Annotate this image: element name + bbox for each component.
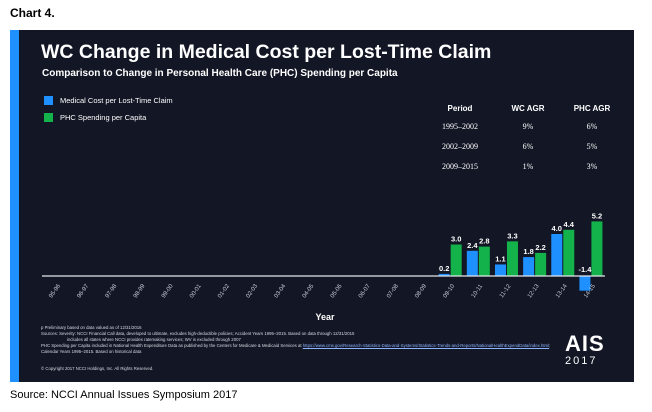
x-tick-label: 13-14 bbox=[555, 283, 569, 300]
legend-swatch-medical-cost bbox=[44, 95, 53, 105]
data-label: -1.4 bbox=[578, 265, 592, 274]
x-tick-label: 09-10 bbox=[442, 283, 456, 300]
data-label: 2.4 bbox=[467, 241, 478, 250]
agr-cell-phc: 6% bbox=[586, 121, 598, 131]
ais-logo-year: 2017 bbox=[565, 355, 598, 367]
x-axis-title: Year bbox=[315, 312, 335, 322]
ais-logo: AIS 2017 bbox=[565, 333, 605, 368]
bar bbox=[523, 257, 535, 276]
chart-slide: WC Change in Medical Cost per Lost-Time … bbox=[10, 30, 634, 382]
legend-item-medical-cost: Medical Cost per Lost-Time Claim bbox=[44, 93, 173, 107]
x-tick-label: 00-01 bbox=[189, 283, 203, 300]
agr-cell-phc: 5% bbox=[586, 141, 598, 151]
data-label: 0.2 bbox=[439, 264, 449, 273]
table-row: 1995–2002 9% 6% bbox=[424, 116, 624, 136]
footnote-sources: Sources: Severity: NCCI Financial Call d… bbox=[41, 331, 355, 336]
x-tick-label: 01-02 bbox=[217, 283, 231, 300]
x-tick-label: 98-99 bbox=[133, 283, 147, 300]
data-label: 3.3 bbox=[507, 231, 517, 240]
legend-swatch-phc-spending bbox=[44, 112, 53, 122]
x-tick-label: 03-04 bbox=[274, 283, 288, 300]
agr-table-header-row: Period WC AGR PHC AGR bbox=[424, 100, 624, 116]
agr-cell-wc: 9% bbox=[522, 121, 534, 131]
x-tick-label: 11-12 bbox=[499, 283, 513, 299]
legend-label-phc-spending: PHC Spending per Capita bbox=[60, 112, 147, 122]
x-tick-label: 02-03 bbox=[245, 283, 259, 300]
data-label: 4.0 bbox=[552, 224, 562, 233]
agr-cell-period: 2009–2015 bbox=[442, 161, 478, 171]
bar bbox=[494, 264, 506, 276]
slide-accent-bar bbox=[10, 30, 19, 382]
bar bbox=[506, 241, 518, 276]
agr-header-period: Period bbox=[447, 103, 473, 113]
data-label: 2.2 bbox=[535, 243, 545, 252]
bar bbox=[551, 234, 563, 276]
agr-header-phc: PHC AGR bbox=[573, 103, 611, 113]
x-tick-label: 08-09 bbox=[414, 283, 428, 300]
slide-title: WC Change in Medical Cost per Lost-Time … bbox=[41, 41, 492, 63]
ais-logo-name: AIS bbox=[565, 331, 605, 356]
bar bbox=[579, 276, 591, 291]
x-tick-label: 04-05 bbox=[302, 283, 316, 300]
x-tick-label: 95-96 bbox=[48, 283, 62, 300]
agr-cell-phc: 3% bbox=[586, 161, 598, 171]
data-label: 2.8 bbox=[479, 237, 489, 246]
agr-cell-period: 2002–2009 bbox=[442, 141, 478, 151]
bar bbox=[438, 273, 450, 276]
x-tick-label: 05-06 bbox=[330, 283, 344, 300]
x-tick-label: 96-97 bbox=[77, 283, 91, 300]
footnote-phc-years: ; Calendar Years 1995–2015. Based on his… bbox=[41, 343, 551, 354]
slide-subtitle: Comparison to Change in Personal Health … bbox=[42, 68, 398, 79]
bar bbox=[450, 244, 462, 276]
copyright-notice: © Copyright 2017 NCCI Holdings, Inc. All… bbox=[41, 366, 154, 371]
chart-footnotes: p Preliminary based on data valued as of… bbox=[41, 325, 551, 355]
x-tick-label: 07-08 bbox=[386, 283, 400, 300]
bar bbox=[478, 246, 490, 276]
x-tick-label: 10-11 bbox=[471, 283, 485, 299]
bar bbox=[563, 229, 575, 276]
bar bbox=[591, 221, 603, 276]
x-tick-label: 06-07 bbox=[358, 283, 372, 300]
data-label: 3.0 bbox=[451, 235, 461, 244]
chart-legend: Medical Cost per Lost-Time Claim PHC Spe… bbox=[44, 93, 173, 127]
bar bbox=[466, 250, 478, 276]
footnote-phc: PHC Spending per Capita included in Nati… bbox=[41, 343, 551, 355]
x-tick-label: 97-98 bbox=[105, 283, 119, 300]
document-title: Chart 4. bbox=[10, 6, 55, 20]
bar-chart: 95-96 96-97 97-98 98-99 99-00 00-01 01-02 02-03… bbox=[42, 211, 605, 322]
agr-cell-wc: 6% bbox=[522, 141, 534, 151]
data-label: 4.4 bbox=[564, 220, 575, 229]
legend-label-medical-cost: Medical Cost per Lost-Time Claim bbox=[60, 95, 173, 105]
data-label: 1.1 bbox=[495, 254, 505, 263]
agr-cell-period: 1995–2002 bbox=[442, 121, 478, 131]
table-row: 2009–2015 1% 3% bbox=[424, 156, 624, 176]
x-tick-label: 99-00 bbox=[161, 283, 175, 300]
source-caption: Source: NCCI Annual Issues Symposium 201… bbox=[10, 389, 238, 401]
footnote-phc-text: PHC Spending per Capita included in Nati… bbox=[41, 343, 302, 348]
footnote-cms-link[interactable]: https://www.cms.gov/Research-Statistics-… bbox=[302, 343, 550, 348]
agr-table: Period WC AGR PHC AGR 1995–2002 9% 6% 20… bbox=[424, 100, 624, 176]
bar bbox=[535, 252, 547, 276]
x-tick-label: 12-13 bbox=[527, 283, 541, 300]
footnote-states: includes all states where NCCI provides … bbox=[67, 337, 241, 342]
agr-header-wc: WC AGR bbox=[511, 103, 545, 113]
legend-item-phc-spending: PHC Spending per Capita bbox=[44, 110, 173, 124]
data-label: 1.8 bbox=[523, 247, 533, 256]
table-row: 2002–2009 6% 5% bbox=[424, 136, 624, 156]
agr-cell-wc: 1% bbox=[522, 161, 534, 171]
footnote-preliminary: p Preliminary based on data valued as of… bbox=[41, 325, 142, 330]
data-label: 5.2 bbox=[592, 211, 602, 220]
